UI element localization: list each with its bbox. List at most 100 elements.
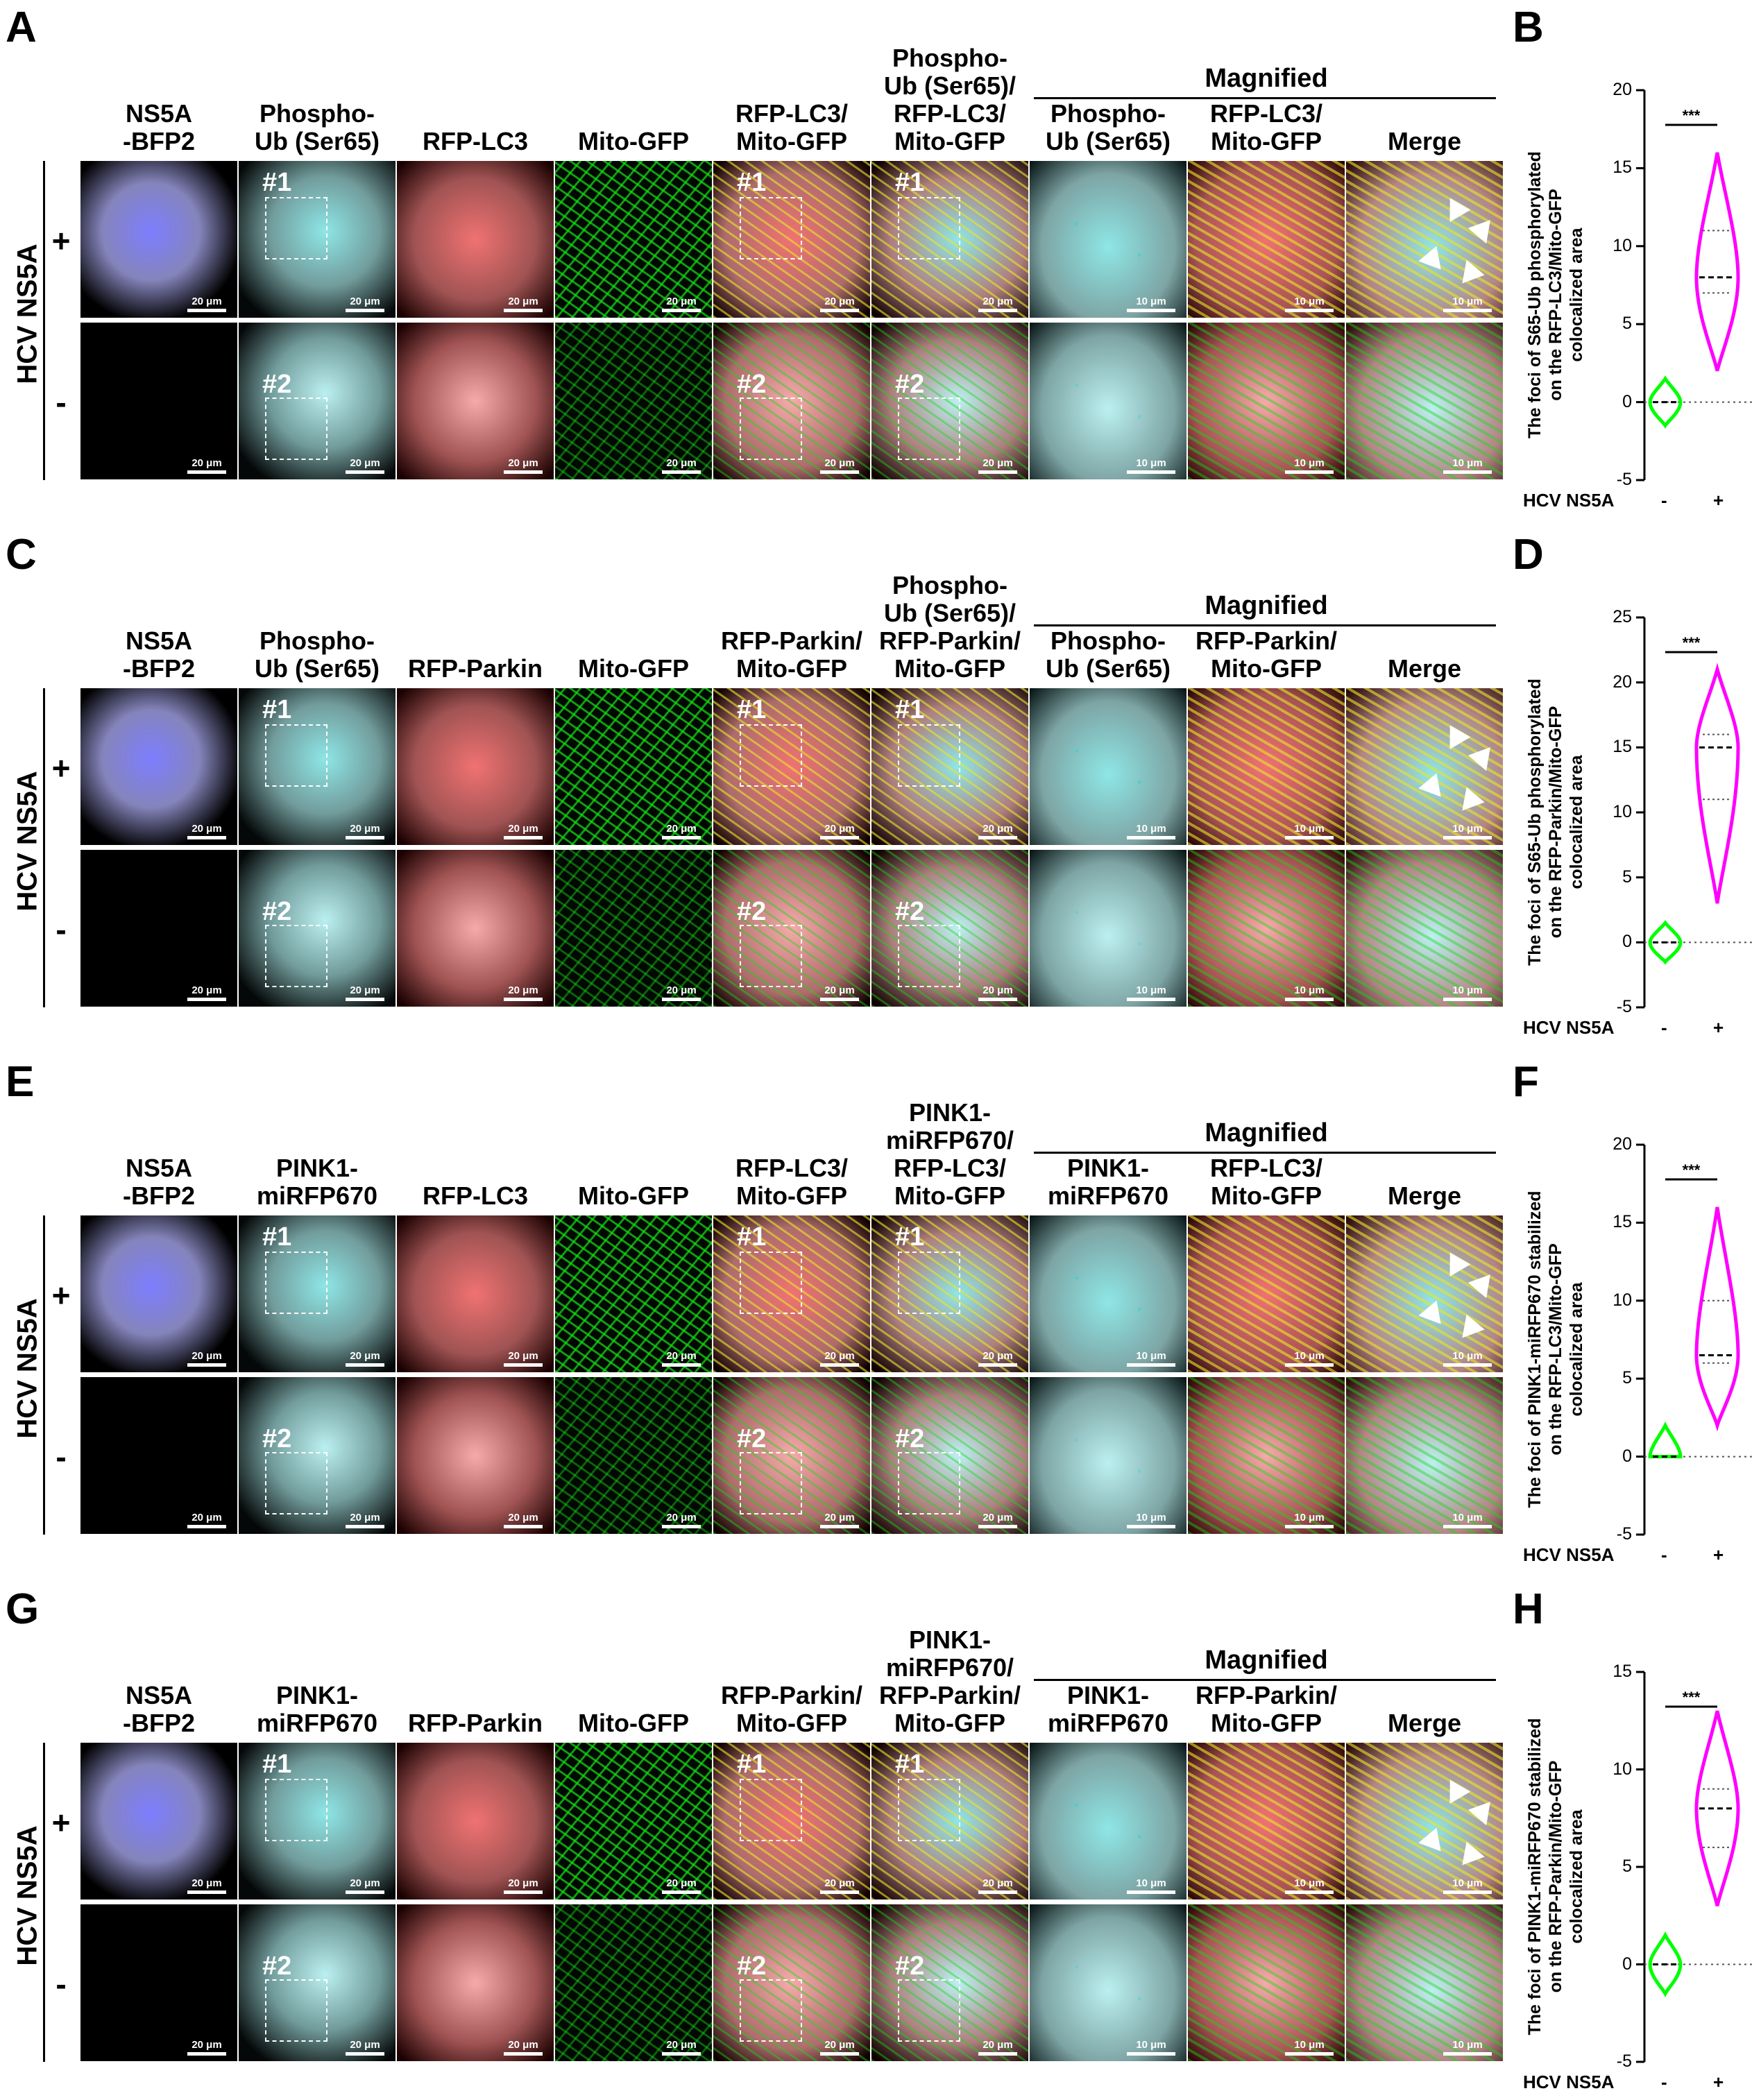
significance-label: *** — [1682, 1689, 1701, 1706]
scale-bar-line — [820, 1890, 859, 1894]
y-tick-label: 5 — [1622, 1856, 1632, 1876]
y-axis-label-line: on the RFP-LC3/Mito-GFP — [1546, 189, 1565, 401]
scale-bar-label: 10 μm — [1136, 1877, 1166, 1889]
column-header-line: Merge — [1387, 1181, 1462, 1210]
scale-bar: 20 μm — [820, 1512, 859, 1528]
scale-bar-label: 20 μm — [666, 296, 697, 307]
micrograph-tile: 20 μm #1 — [239, 161, 395, 318]
scale-bar: 20 μm — [187, 1512, 226, 1528]
scale-bar-line — [504, 309, 543, 312]
scale-bar-line — [1285, 2052, 1334, 2056]
scale-bar: 20 μm — [820, 823, 859, 839]
scale-bar-line — [1127, 309, 1175, 312]
violin-shape — [1648, 920, 1683, 965]
micrograph-tile: 20 μm — [555, 1743, 712, 1900]
x-axis-label: HCV NS5A — [1523, 2072, 1615, 2092]
column-header-line: Merge — [1387, 127, 1462, 155]
x-axis-label: HCV NS5A — [1523, 1544, 1615, 1565]
scale-bar: 20 μm — [820, 457, 859, 474]
micrograph-tile: 10 μm — [1030, 161, 1186, 318]
micrograph-tile: 20 μm #1 — [713, 1743, 870, 1900]
column-header-line: Mito-GFP — [578, 127, 689, 155]
scale-bar-line — [504, 1525, 543, 1528]
roi-label: #1 — [737, 695, 767, 724]
arrowhead-marker — [1418, 773, 1450, 805]
roi-label: #2 — [262, 1424, 292, 1453]
column-header: PINK1- miRFP670/RFP-LC3/Mito-GFP — [867, 1082, 1032, 1210]
scale-bar: 20 μm — [662, 1877, 701, 1894]
scale-bar: 10 μm — [1127, 2039, 1175, 2056]
column-header-line: PINK1- — [1066, 1681, 1150, 1709]
magnified-title: Magnified — [1205, 591, 1328, 620]
scale-bar-line — [1285, 998, 1334, 1001]
scale-bar-line — [187, 1363, 226, 1367]
scale-bar-label: 20 μm — [192, 1350, 222, 1362]
micrograph-tile: 20 μm — [80, 1215, 237, 1372]
scale-bar: 20 μm — [978, 457, 1017, 474]
violin-shape — [1648, 1931, 1683, 1998]
scale-bar-label: 20 μm — [824, 1877, 855, 1889]
arrowhead-marker — [1418, 1827, 1450, 1859]
column-header: PINK1- miRFP670 — [1026, 1082, 1191, 1210]
scale-bar-label: 20 μm — [982, 1512, 1013, 1523]
column-header: RFP-LC3/Mito-GFP — [709, 1082, 874, 1210]
column-header: RFP-Parkin/Mito-GFP — [709, 1610, 874, 1737]
magnified-divider — [1034, 624, 1496, 626]
scale-bar-label: 20 μm — [824, 1350, 855, 1362]
scale-bar-label: 10 μm — [1452, 1512, 1483, 1523]
roi-box — [898, 1452, 960, 1514]
column-header: PINK1- miRFP670 — [1026, 1610, 1191, 1737]
column-header-line: RFP-Parkin — [407, 1709, 543, 1737]
column-header-line: RFP-LC3/ — [735, 99, 848, 128]
scale-bar: 20 μm — [820, 1877, 859, 1894]
micrograph-tile: 20 μm #2 — [713, 1377, 870, 1534]
roi-label: #1 — [737, 1222, 767, 1252]
micrograph-tile: 10 μm — [1188, 323, 1345, 479]
scale-bar-label: 20 μm — [350, 1350, 380, 1362]
roi-label: #1 — [895, 695, 925, 724]
violin-shape — [1694, 152, 1740, 372]
roi-box — [898, 398, 960, 460]
sign-minus: - — [56, 384, 67, 420]
column-header: Mito-GFP — [551, 1610, 716, 1737]
scale-bar-label: 20 μm — [508, 1512, 538, 1523]
column-header: Phospho- Ub (Ser65) — [1026, 28, 1191, 155]
roi-label: #1 — [262, 695, 292, 724]
column-header-line: miRFP670 — [256, 1181, 378, 1210]
y-tick-label: 15 — [1613, 157, 1632, 178]
micrograph-tile: 20 μm — [80, 323, 237, 479]
scale-bar-line — [1443, 309, 1492, 312]
scale-bar: 20 μm — [346, 1512, 384, 1528]
column-header-line: Mito-GFP — [1211, 654, 1322, 683]
scale-bar: 20 μm — [187, 823, 226, 839]
micrograph-tile: 10 μm — [1346, 1904, 1503, 2061]
column-header: PINK1- miRFP670 — [235, 1082, 400, 1210]
micrograph-tile: 20 μm #1 — [871, 1743, 1028, 1900]
scale-bar-line — [662, 836, 701, 839]
y-tick-label: 20 — [1613, 80, 1632, 99]
scale-bar: 20 μm — [504, 984, 543, 1001]
scale-bar-line — [187, 1890, 226, 1894]
micrograph-tile: 10 μm — [1188, 688, 1345, 845]
scale-bar-label: 20 μm — [192, 1512, 222, 1523]
scale-bar-label: 20 μm — [508, 1350, 538, 1362]
y-tick-label: 5 — [1622, 1368, 1632, 1388]
y-tick-label: 5 — [1622, 867, 1632, 887]
roi-label: #2 — [737, 370, 767, 399]
column-header-line: Mito-GFP — [578, 1709, 689, 1737]
micrograph-tile: 20 μm #1 — [713, 161, 870, 318]
x-axis-label: HCV NS5A — [1523, 1017, 1615, 1038]
scale-bar-line — [662, 998, 701, 1001]
scale-bar: 20 μm — [820, 984, 859, 1001]
column-header: RFP-Parkin — [393, 1610, 558, 1737]
scale-bar-line — [978, 998, 1017, 1001]
scale-bar-line — [1443, 2052, 1492, 2056]
x-category-label: + — [1713, 1544, 1724, 1565]
micrograph-tile: 10 μm — [1346, 688, 1503, 845]
scale-bar: 20 μm — [187, 984, 226, 1001]
column-header-line: Ub (Ser65)/ — [883, 599, 1016, 627]
micrograph-tile: 20 μm #1 — [871, 1215, 1028, 1372]
arrowhead-marker — [1453, 259, 1485, 291]
micrograph-tile: 10 μm — [1030, 1743, 1186, 1900]
scale-bar: 20 μm — [504, 1877, 543, 1894]
